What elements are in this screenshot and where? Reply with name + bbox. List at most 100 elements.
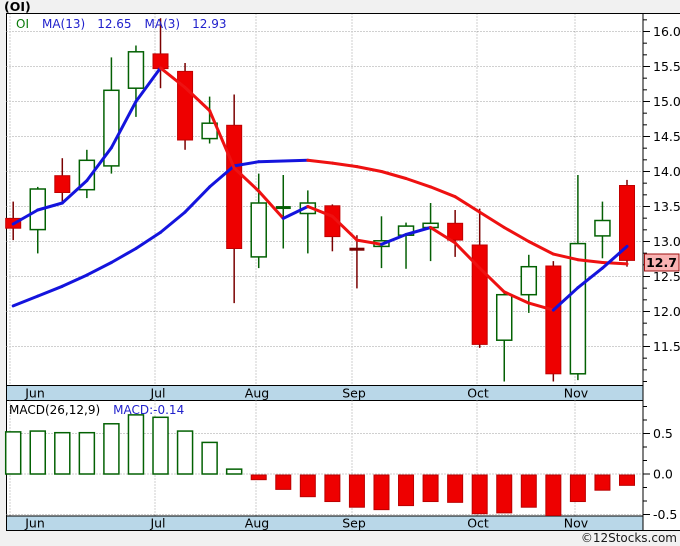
macd-bar-positive xyxy=(176,430,194,475)
price-tick-label: 11.5 xyxy=(653,339,680,354)
candle-body-up xyxy=(127,51,145,89)
ma13-line-segment xyxy=(134,230,163,250)
ma13-line-segment xyxy=(379,170,408,180)
price-tick-label: 14.5 xyxy=(653,129,680,144)
month-label-main: Jun xyxy=(24,386,45,401)
ma3-line-segment xyxy=(379,233,408,246)
month-label-main: Oct xyxy=(467,386,489,401)
candle-body-down xyxy=(54,175,71,193)
macd-label: MACD(26,12,9) xyxy=(9,403,101,417)
ma3-line-segment xyxy=(355,238,383,246)
price-tick-label: 12.5 xyxy=(653,269,680,284)
month-label-main: Nov xyxy=(564,386,589,401)
ma3-line-segment xyxy=(551,286,580,312)
macd-bar-positive xyxy=(127,414,145,475)
candle-doji-dash xyxy=(349,247,365,251)
macd-bar-positive xyxy=(201,441,218,475)
indicator-row-main: OI MA(13) 12.65 MA(3) 12.93 xyxy=(16,17,226,31)
ma13-line-segment xyxy=(527,240,555,256)
ma3-line-segment xyxy=(527,301,555,312)
macd-bar-positive xyxy=(225,468,243,475)
axis-column-background xyxy=(643,13,680,531)
ma13-line-segment xyxy=(306,158,334,165)
candle-body-up xyxy=(495,293,513,341)
price-tick-label: 13.5 xyxy=(653,199,680,214)
ma13-line-segment xyxy=(551,252,580,262)
ma3-value: 12.93 xyxy=(192,17,227,31)
ma3-line-segment xyxy=(281,205,310,220)
ma13-line-segment xyxy=(404,177,433,189)
symbol-label: OI xyxy=(16,17,29,31)
macd-bar-negative xyxy=(594,474,611,491)
ma13-line-segment xyxy=(109,247,138,264)
macd-bar-negative xyxy=(447,474,464,503)
ma13-line-segment xyxy=(208,164,236,189)
ma13-line-segment xyxy=(85,261,113,277)
ma3-line-segment xyxy=(330,214,359,242)
ma13-line-segment xyxy=(11,294,40,308)
ma3-line-segment xyxy=(453,241,482,270)
price-tick-label: 14.0 xyxy=(653,164,680,179)
ma13-line-segment xyxy=(183,185,212,214)
ma3-line-segment xyxy=(306,205,334,218)
ma3-line-segment xyxy=(404,226,433,236)
candle-body-down xyxy=(545,265,562,375)
month-label-main: Aug xyxy=(245,386,269,401)
macd-bar-positive xyxy=(103,423,120,475)
ma3-line-segment xyxy=(208,109,236,170)
month-label-macd: Jun xyxy=(24,516,45,531)
ma3-line-segment xyxy=(183,86,212,113)
macd-bar-positive xyxy=(29,430,47,475)
macd-bar-negative xyxy=(398,474,415,507)
macd-bar-negative xyxy=(324,474,341,503)
last-price-tag-label: 12.7 xyxy=(646,255,677,270)
month-axis-bar-macd xyxy=(6,515,644,531)
candle-body-up xyxy=(250,202,267,258)
month-label-macd: Jul xyxy=(149,516,165,531)
ma13-line-segment xyxy=(257,159,285,164)
ma13-line-segment xyxy=(355,165,383,173)
ma13-line-segment xyxy=(502,226,531,243)
price-tick-label: 13.0 xyxy=(653,234,680,249)
month-label-macd: Sep xyxy=(342,516,366,531)
ma3-label: MA(3) xyxy=(144,17,181,31)
candle-body-down xyxy=(177,70,194,141)
macd-bar-negative xyxy=(619,474,635,486)
ma13-line-segment xyxy=(232,160,261,168)
macd-bar-negative xyxy=(250,474,267,481)
month-axis-bar-main xyxy=(6,385,644,401)
ma13-line-segment xyxy=(281,158,310,163)
ma13-line-segment xyxy=(576,258,604,264)
ma3-line-segment xyxy=(85,146,113,183)
price-tick-label: 15.0 xyxy=(653,94,680,109)
ma13-value: 12.65 xyxy=(97,17,132,31)
macd-bar-positive xyxy=(152,416,169,475)
macd-bar-negative xyxy=(373,474,390,511)
candle-body-up xyxy=(594,219,611,237)
candle-body-up xyxy=(569,242,587,375)
ma3-line-segment xyxy=(429,226,457,245)
watermark-link[interactable]: ©12Stocks.com xyxy=(580,531,677,545)
macd-bar-negative xyxy=(275,474,292,490)
ma3-line-segment xyxy=(232,166,261,193)
ma3-line-segment xyxy=(134,66,163,103)
ma3-line-segment xyxy=(159,66,187,89)
page-title: (OI) xyxy=(4,0,31,14)
candle-body-down xyxy=(152,53,169,70)
macd-tick-label: 0.5 xyxy=(653,426,673,441)
ma13-line-segment xyxy=(453,195,482,214)
candle-body-down xyxy=(226,124,243,249)
candle-doji-dash xyxy=(275,206,291,210)
price-tick-label: 12.0 xyxy=(653,304,680,319)
ma13-label: MA(13) xyxy=(41,17,86,31)
price-tick-label: 16.0 xyxy=(653,24,680,39)
ma13-line-segment xyxy=(429,185,457,199)
ma13-line-segment xyxy=(60,273,89,288)
macd-bar-negative xyxy=(422,474,439,503)
ma3-line-segment xyxy=(257,189,285,220)
ma3-line-segment xyxy=(36,201,64,212)
month-label-macd: Nov xyxy=(564,516,589,531)
macd-bar-negative xyxy=(471,474,488,515)
